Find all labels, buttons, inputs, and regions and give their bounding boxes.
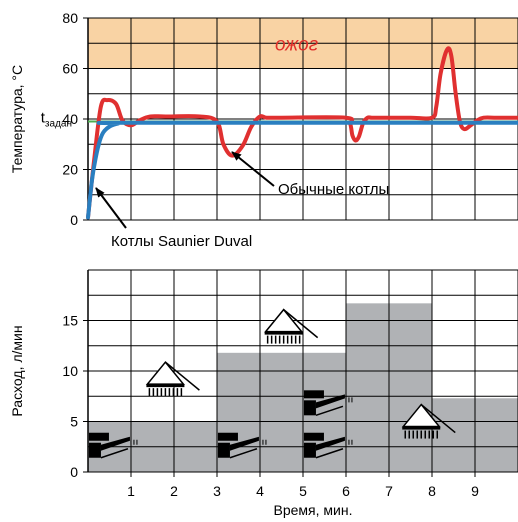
shower-hose xyxy=(283,309,319,339)
faucet-base xyxy=(100,448,129,459)
temp-ytick-label: 0 xyxy=(70,212,78,228)
shower-icon xyxy=(401,403,456,439)
faucet-spout xyxy=(315,394,345,409)
time-xtick-label: 1 xyxy=(127,483,135,499)
shower-icon xyxy=(264,308,319,344)
burn-zone-label: ожог xyxy=(275,34,318,55)
faucet-handle xyxy=(303,390,324,399)
series-line-saunier-duval xyxy=(86,120,518,220)
annotation-arrow-saunier xyxy=(95,187,127,229)
faucet-stream xyxy=(259,439,267,445)
flow-icons xyxy=(88,308,456,459)
faucet-icon xyxy=(303,390,353,417)
shower-plate xyxy=(402,426,441,430)
setpoint-label-sub: задан xyxy=(45,119,72,130)
faucet-spout xyxy=(229,436,259,451)
faucet-body xyxy=(217,442,230,458)
faucet-handle xyxy=(88,432,109,441)
temperature-panel: 0 20 40 60 80 tзадан ожог Температура, °C Об… xyxy=(9,10,518,250)
annotation-label-saunier: Котлы Saunier Duval xyxy=(111,233,252,250)
faucet-spout xyxy=(100,436,130,451)
shower-plate xyxy=(264,331,303,335)
faucet-stream xyxy=(130,439,138,445)
annotation-label-conventional: Обычные котлы xyxy=(278,181,389,198)
faucet-base xyxy=(315,448,344,459)
setpoint-label-main: t xyxy=(41,110,46,127)
shower-hose xyxy=(420,403,456,434)
setpoint-label: tзадан xyxy=(41,110,72,130)
faucet-icon xyxy=(303,432,353,459)
time-xticks: 1 2 3 4 5 6 7 8 9 xyxy=(127,472,479,499)
annotation-conventional: Обычные котлы xyxy=(231,151,389,198)
shower-drops xyxy=(404,430,438,439)
annotation-arrow-conventional xyxy=(231,151,275,187)
faucet-icon xyxy=(217,432,267,459)
flow-ytick-label: 10 xyxy=(62,363,78,379)
flow-ytick-label: 15 xyxy=(62,313,78,329)
flow-panel: 0 5 10 15 1 2 3 4 5 6 7 8 9 Расход, л/мин Время, ми… xyxy=(9,269,518,518)
faucet-handle xyxy=(217,432,238,441)
temperature-axis-title: Температура, °C xyxy=(9,65,25,173)
series-line-conventional-boilers xyxy=(86,46,518,220)
flow-ytick-label: 0 xyxy=(70,464,78,480)
flow-grid xyxy=(87,269,518,473)
faucet-base xyxy=(229,448,258,459)
faucet-icon xyxy=(88,432,138,459)
time-xtick-label: 2 xyxy=(170,483,178,499)
time-xtick-label: 4 xyxy=(256,483,264,499)
flow-axis-title: Расход, л/мин xyxy=(9,325,25,416)
faucet-handle xyxy=(303,432,324,441)
temp-ytick-label: 80 xyxy=(62,10,78,26)
faucet-body xyxy=(303,442,316,458)
temp-ytick-label: 40 xyxy=(62,111,78,127)
faucet-body xyxy=(88,442,101,458)
time-xtick-label: 6 xyxy=(342,483,350,499)
shower-icon xyxy=(145,360,200,397)
time-xtick-label: 7 xyxy=(385,483,393,499)
flow-yticks: 0 5 10 15 xyxy=(62,313,88,480)
faucet-stream xyxy=(345,439,353,445)
shower-drops xyxy=(148,388,183,397)
faucet-spout xyxy=(315,436,345,451)
time-axis-title: Время, мин. xyxy=(274,502,353,518)
shower-hose xyxy=(164,361,200,391)
faucet-base xyxy=(315,405,344,417)
annotation-saunier: Котлы Saunier Duval xyxy=(95,187,252,250)
shower-drops xyxy=(266,335,301,344)
faucet-stream xyxy=(345,397,353,403)
time-xtick-label: 8 xyxy=(428,483,436,499)
shower-plate xyxy=(146,384,185,388)
temp-ytick-label: 60 xyxy=(62,61,78,77)
temp-ytick-label: 20 xyxy=(62,162,78,178)
time-xtick-label: 5 xyxy=(299,483,307,499)
flow-ytick-label: 5 xyxy=(70,414,78,430)
temperature-yticks: 0 20 40 60 80 xyxy=(62,10,88,228)
faucet-body xyxy=(303,400,316,416)
time-xtick-label: 3 xyxy=(213,483,221,499)
time-xtick-label: 9 xyxy=(471,483,479,499)
